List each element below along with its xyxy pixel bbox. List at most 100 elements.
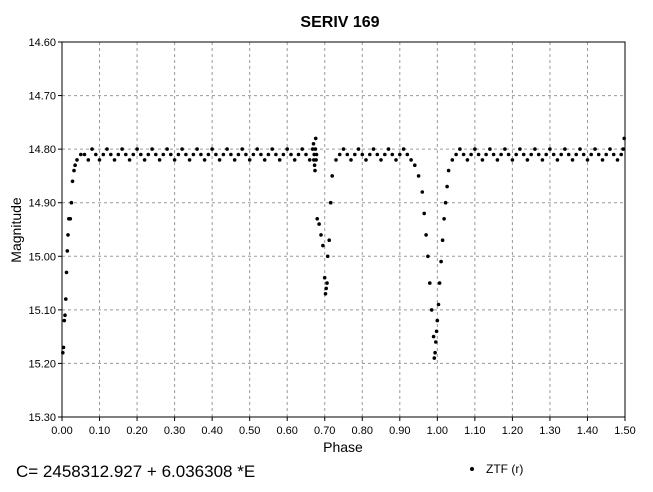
y-tick-label: 15.10 — [28, 305, 56, 317]
data-point — [416, 174, 421, 178]
data-point — [120, 147, 124, 151]
data-point — [161, 152, 166, 157]
data-point — [450, 158, 455, 162]
data-point — [225, 147, 229, 151]
data-point — [405, 152, 410, 157]
data-point — [64, 270, 69, 275]
data-point — [75, 158, 79, 162]
data-point — [165, 147, 169, 151]
data-point — [90, 147, 94, 151]
data-point — [578, 147, 582, 151]
data-point — [311, 142, 316, 146]
data-point — [434, 340, 438, 344]
data-point — [66, 233, 70, 237]
data-point — [62, 318, 67, 323]
data-point — [229, 152, 233, 157]
data-point — [244, 152, 248, 157]
data-point — [131, 152, 136, 157]
data-point — [199, 152, 203, 157]
data-point — [187, 158, 192, 162]
x-tick-label: 0.80 — [352, 425, 373, 437]
ephemeris-text: C= 2458312.927 + 6.036308 *E — [16, 462, 255, 481]
data-point — [262, 158, 267, 162]
data-point — [64, 297, 68, 301]
data-point — [334, 158, 338, 162]
x-tick-label: 0.60 — [276, 425, 297, 437]
data-point — [563, 147, 567, 151]
data-point — [353, 152, 357, 157]
data-point — [236, 152, 241, 157]
x-tick-label: 1.50 — [614, 425, 635, 437]
data-point — [555, 158, 560, 162]
data-point — [375, 152, 380, 157]
x-tick-label: 0.30 — [164, 425, 185, 437]
x-tick-label: 0.20 — [126, 425, 147, 437]
data-point — [445, 184, 449, 189]
data-point — [525, 158, 530, 162]
data-point — [109, 152, 113, 157]
data-point — [589, 152, 593, 157]
data-point — [529, 152, 533, 157]
data-point — [79, 152, 83, 157]
data-point — [420, 190, 425, 194]
data-point — [172, 158, 177, 162]
data-point — [70, 179, 75, 184]
data-point — [536, 152, 541, 157]
data-point — [232, 158, 237, 162]
x-tick-label: 0.00 — [51, 425, 72, 437]
x-tick-label: 1.40 — [577, 425, 598, 437]
x-tick-label: 0.40 — [201, 425, 222, 437]
data-point — [314, 152, 319, 157]
x-tick-label: 1.30 — [539, 425, 560, 437]
y-tick-label: 14.60 — [28, 37, 56, 49]
data-point — [72, 168, 76, 173]
data-point — [319, 233, 323, 237]
data-point — [454, 152, 458, 157]
x-tick-label: 0.70 — [314, 425, 335, 437]
data-point — [313, 168, 317, 173]
data-point — [593, 147, 597, 151]
data-point — [285, 147, 290, 151]
data-point — [484, 152, 488, 157]
data-point — [349, 158, 353, 162]
data-point — [281, 152, 286, 157]
data-point — [510, 158, 515, 162]
data-point — [465, 158, 470, 162]
data-point — [112, 158, 117, 162]
data-point — [169, 152, 173, 157]
legend-marker — [470, 467, 474, 471]
data-point — [608, 147, 612, 151]
data-point — [431, 334, 436, 339]
data-point — [383, 152, 387, 157]
data-point — [63, 313, 67, 318]
data-point — [581, 152, 586, 157]
data-point — [274, 152, 278, 157]
data-point — [135, 147, 139, 151]
data-point — [313, 147, 318, 151]
data-point — [499, 152, 503, 157]
data-point — [65, 249, 70, 253]
data-point — [439, 259, 443, 264]
data-point — [328, 200, 333, 205]
data-point — [440, 238, 445, 242]
y-tick-label: 14.80 — [28, 144, 56, 156]
data-point — [480, 158, 485, 162]
data-point — [434, 329, 439, 334]
y-tick-label: 14.90 — [28, 198, 56, 210]
x-tick-label: 1.20 — [502, 425, 523, 437]
data-point — [622, 136, 626, 141]
data-point — [289, 152, 293, 157]
data-point — [321, 243, 325, 248]
data-point — [255, 147, 259, 151]
data-point — [73, 163, 77, 167]
data-point — [180, 147, 184, 151]
data-point — [247, 158, 252, 162]
data-point — [379, 158, 383, 162]
data-point — [314, 158, 318, 162]
data-point — [574, 152, 578, 157]
data-point — [371, 147, 376, 151]
grid — [62, 42, 625, 417]
y-tick-label: 15.30 — [28, 412, 56, 424]
data-point — [611, 152, 616, 157]
